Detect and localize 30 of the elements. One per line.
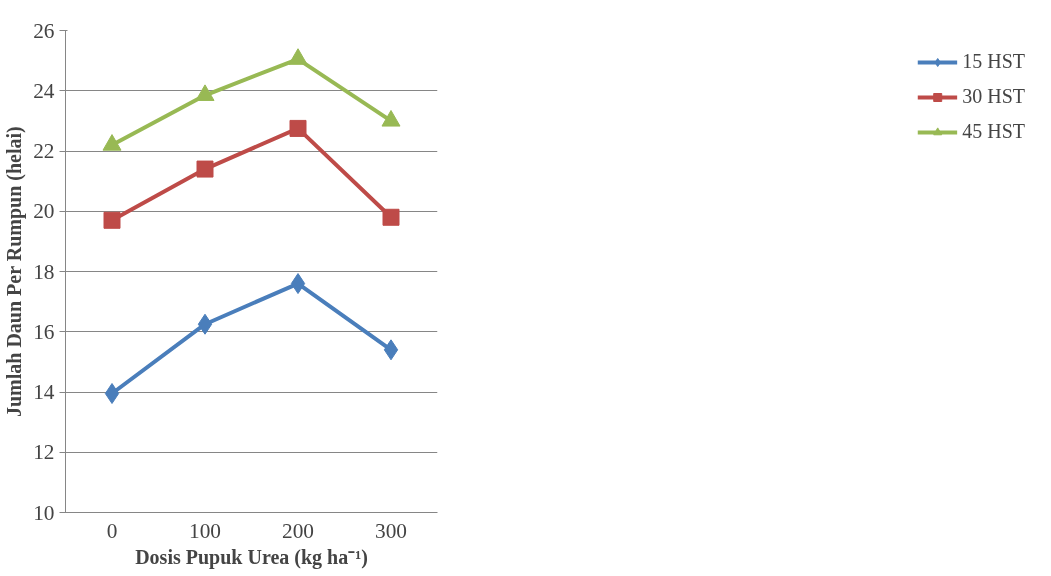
- y-tick-label: 12: [33, 440, 55, 465]
- y-tick-label: 20: [33, 199, 55, 224]
- point: [197, 313, 213, 335]
- y-tick-label: 16: [33, 319, 55, 344]
- point: [102, 134, 122, 151]
- point: [381, 109, 401, 127]
- x-tick-label: 200: [282, 518, 314, 543]
- y-tick-label: 10: [33, 500, 55, 525]
- point: [289, 119, 307, 137]
- x-tick-label: 0: [106, 518, 118, 543]
- legend-label: 45 HST: [962, 120, 1025, 143]
- legend-label: 30 HST: [962, 85, 1025, 108]
- point: [196, 160, 214, 178]
- y-tick-label: 14: [33, 380, 55, 404]
- x-tick-label: 300: [375, 518, 407, 543]
- legend-label: 15 HST: [962, 50, 1025, 73]
- point: [103, 211, 121, 229]
- point: [195, 84, 215, 101]
- x-axis-title: Dosis Pupuk Urea (kg ha⁻¹): [135, 545, 368, 569]
- point: [288, 48, 308, 65]
- y-tick-label: 26: [33, 18, 55, 43]
- point: [104, 383, 120, 405]
- y-tick-label: 18: [33, 259, 55, 284]
- y-tick-label: 22: [33, 139, 55, 163]
- point: [383, 339, 399, 361]
- y-axis-title: Jumlah Daun Per Rumpun (helai): [3, 126, 27, 418]
- point: [382, 208, 400, 226]
- y-tick-label: 24: [33, 78, 55, 103]
- x-tick-label: 100: [189, 518, 221, 543]
- point: [290, 273, 306, 295]
